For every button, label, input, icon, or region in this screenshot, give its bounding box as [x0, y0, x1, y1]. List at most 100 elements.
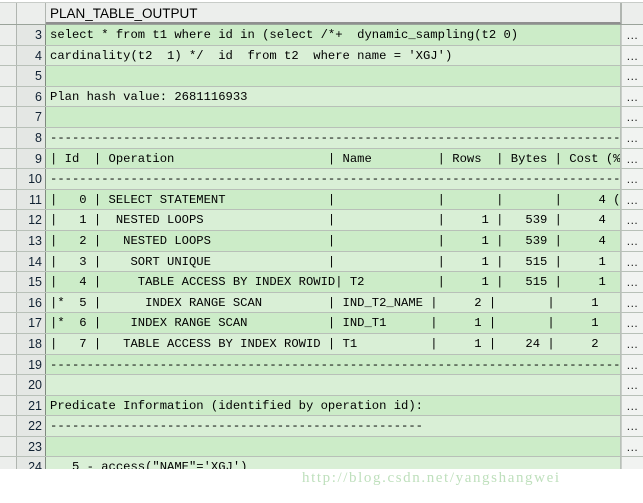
row-overflow-indicator: ... [621, 436, 643, 457]
row-overflow-indicator: ... [621, 354, 643, 375]
row-number[interactable]: 20 [17, 375, 46, 395]
row-gutter[interactable] [0, 251, 17, 272]
row-number[interactable]: 8 [17, 127, 46, 148]
row-number[interactable]: 11 [17, 189, 46, 210]
row-overflow-indicator: ... [621, 210, 643, 230]
row-gutter[interactable] [0, 25, 17, 45]
row-gutter[interactable] [0, 416, 17, 436]
select-all-corner[interactable] [0, 3, 17, 24]
row-overflow-indicator: ... [621, 127, 643, 148]
row-number[interactable]: 10 [17, 169, 46, 189]
row-overflow-indicator: ... [621, 457, 643, 470]
sheet-rows: 3 select * from t1 where id in (select /*… [0, 25, 643, 470]
sheet-row: 18 | 7 | TABLE ACCESS BY INDEX ROWID | T1… [0, 333, 643, 355]
cell-plan-table-output[interactable]: | 4 | TABLE ACCESS BY INDEX ROWID| T2 | … [46, 272, 621, 292]
row-overflow-indicator: ... [621, 313, 643, 333]
row-number[interactable]: 16 [17, 292, 46, 313]
row-number[interactable]: 4 [17, 45, 46, 66]
row-number[interactable]: 7 [17, 107, 46, 127]
row-overflow-indicator: ... [621, 272, 643, 292]
row-header-corner[interactable] [17, 3, 46, 24]
cell-plan-table-output[interactable]: | Id | Operation | Name | Rows | Bytes |… [46, 148, 621, 169]
row-gutter[interactable] [0, 395, 17, 416]
row-number[interactable]: 13 [17, 230, 46, 251]
cell-plan-table-output[interactable]: cardinality(t2 1) */ id from t2 where na… [46, 45, 621, 66]
row-overflow-indicator: ... [621, 169, 643, 189]
row-number[interactable]: 9 [17, 148, 46, 169]
row-overflow-indicator: ... [621, 416, 643, 436]
sheet-row: 10 --------------------------------------… [0, 169, 643, 190]
row-number[interactable]: 21 [17, 395, 46, 416]
sheet-row: 19 --------------------------------------… [0, 354, 643, 376]
sheet-row: 24 5 - access("NAME"='XGJ')... [0, 457, 643, 470]
cell-plan-table-output[interactable]: Predicate Information (identified by ope… [46, 395, 621, 416]
row-gutter[interactable] [0, 127, 17, 148]
row-number[interactable]: 12 [17, 210, 46, 230]
column-header-plan-table-output[interactable]: PLAN_TABLE_OUTPUT [46, 3, 621, 24]
cell-plan-table-output[interactable]: select * from t1 where id in (select /*+… [46, 25, 621, 45]
cell-plan-table-output[interactable]: | 0 | SELECT STATEMENT | | | | 4 (100)| … [46, 189, 621, 210]
row-gutter[interactable] [0, 375, 17, 395]
sheet-row: 17 |* 6 | INDEX RANGE SCAN | IND_T1 | 1 |… [0, 313, 643, 334]
row-gutter[interactable] [0, 354, 17, 375]
row-gutter[interactable] [0, 230, 17, 251]
column-overflow-indicator [621, 3, 643, 24]
cell-plan-table-output[interactable]: |* 6 | INDEX RANGE SCAN | IND_T1 | 1 | |… [46, 313, 621, 333]
row-overflow-indicator: ... [621, 230, 643, 251]
row-gutter[interactable] [0, 107, 17, 127]
row-gutter[interactable] [0, 457, 17, 470]
row-overflow-indicator: ... [621, 189, 643, 210]
cell-plan-table-output[interactable]: | 2 | NESTED LOOPS | | 1 | 539 | 4 (25)|… [46, 230, 621, 251]
row-overflow-indicator: ... [621, 107, 643, 127]
row-gutter[interactable] [0, 169, 17, 189]
sheet-row: 13| 2 | NESTED LOOPS | | 1 | 539 | 4 (25… [0, 230, 643, 252]
row-gutter[interactable] [0, 292, 17, 313]
row-number[interactable]: 6 [17, 86, 46, 107]
row-number[interactable]: 23 [17, 436, 46, 457]
sheet-row: 16 |* 5 | INDEX RANGE SCAN | IND_T2_NAME … [0, 292, 643, 314]
sheet-row: 7... [0, 107, 643, 128]
row-overflow-indicator: ... [621, 395, 643, 416]
row-gutter[interactable] [0, 313, 17, 333]
row-gutter[interactable] [0, 189, 17, 210]
sheet-row: 12| 1 | NESTED LOOPS | | 1 | 539 | 4 (25… [0, 210, 643, 231]
cell-plan-table-output[interactable]: ----------------------------------------… [46, 169, 621, 189]
row-gutter[interactable] [0, 272, 17, 292]
row-number[interactable]: 22 [17, 416, 46, 436]
row-overflow-indicator: ... [621, 45, 643, 66]
row-number[interactable]: 17 [17, 313, 46, 333]
cell-plan-table-output[interactable]: 5 - access("NAME"='XGJ') [46, 457, 621, 470]
cell-plan-table-output[interactable] [46, 436, 621, 457]
cell-plan-table-output[interactable]: | 1 | NESTED LOOPS | | 1 | 539 | 4 (25)|… [46, 210, 621, 230]
cell-plan-table-output[interactable] [46, 375, 621, 395]
row-gutter[interactable] [0, 148, 17, 169]
sheet-row: 8 ---------------------------------------… [0, 127, 643, 149]
row-overflow-indicator: ... [621, 251, 643, 272]
row-gutter[interactable] [0, 210, 17, 230]
cell-plan-table-output[interactable]: Plan hash value: 2681116933 [46, 86, 621, 107]
row-number[interactable]: 18 [17, 333, 46, 354]
row-number[interactable]: 5 [17, 66, 46, 86]
row-number[interactable]: 19 [17, 354, 46, 375]
row-gutter[interactable] [0, 66, 17, 86]
row-overflow-indicator: ... [621, 375, 643, 395]
cell-plan-table-output[interactable]: ----------------------------------------… [46, 354, 621, 375]
sheet-row: 22 --------------------------------------… [0, 416, 643, 437]
sheet-row: 5... [0, 66, 643, 87]
cell-plan-table-output[interactable]: ----------------------------------------… [46, 127, 621, 148]
row-gutter[interactable] [0, 333, 17, 354]
row-number[interactable]: 15 [17, 272, 46, 292]
cell-plan-table-output[interactable]: | 7 | TABLE ACCESS BY INDEX ROWID | T1 |… [46, 333, 621, 354]
row-number[interactable]: 3 [17, 25, 46, 45]
cell-plan-table-output[interactable] [46, 107, 621, 127]
row-number[interactable]: 24 [17, 457, 46, 470]
row-gutter[interactable] [0, 436, 17, 457]
cell-plan-table-output[interactable] [46, 66, 621, 86]
row-gutter[interactable] [0, 86, 17, 107]
row-gutter[interactable] [0, 45, 17, 66]
cell-plan-table-output[interactable]: |* 5 | INDEX RANGE SCAN | IND_T2_NAME | … [46, 292, 621, 313]
row-overflow-indicator: ... [621, 86, 643, 107]
cell-plan-table-output[interactable]: | 3 | SORT UNIQUE | | 1 | 515 | 1 (0)| 0… [46, 251, 621, 272]
cell-plan-table-output[interactable]: ----------------------------------------… [46, 416, 621, 436]
row-number[interactable]: 14 [17, 251, 46, 272]
